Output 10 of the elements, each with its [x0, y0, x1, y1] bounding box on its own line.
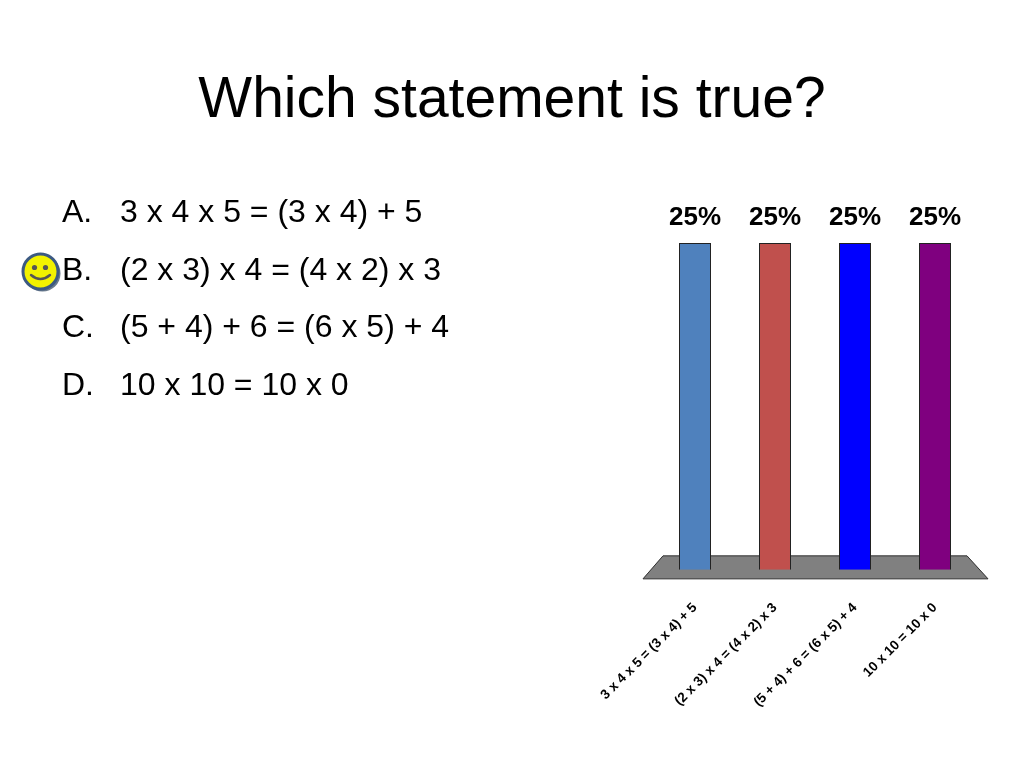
x-tick-label: 10 x 10 = 10 x 0 — [859, 599, 940, 680]
chart-title: Which statement is true? — [197, 64, 827, 131]
text: D. 10 x 10 = 10 x 0 — [62, 364, 349, 404]
data-label: 25% — [748, 201, 802, 232]
text: B. (2 x 3) x 4 = (4 x 2) x 3 — [62, 249, 441, 289]
text: C. (5 + 4) + 6 = (6 x 5) + 4 — [62, 307, 450, 346]
data-label: 25% — [828, 201, 882, 232]
data-label: 25% — [908, 201, 962, 232]
text: A. 3 x 4 x 5 = (3 x 4) + 5 — [62, 192, 423, 231]
data-label: 25% — [668, 201, 722, 232]
